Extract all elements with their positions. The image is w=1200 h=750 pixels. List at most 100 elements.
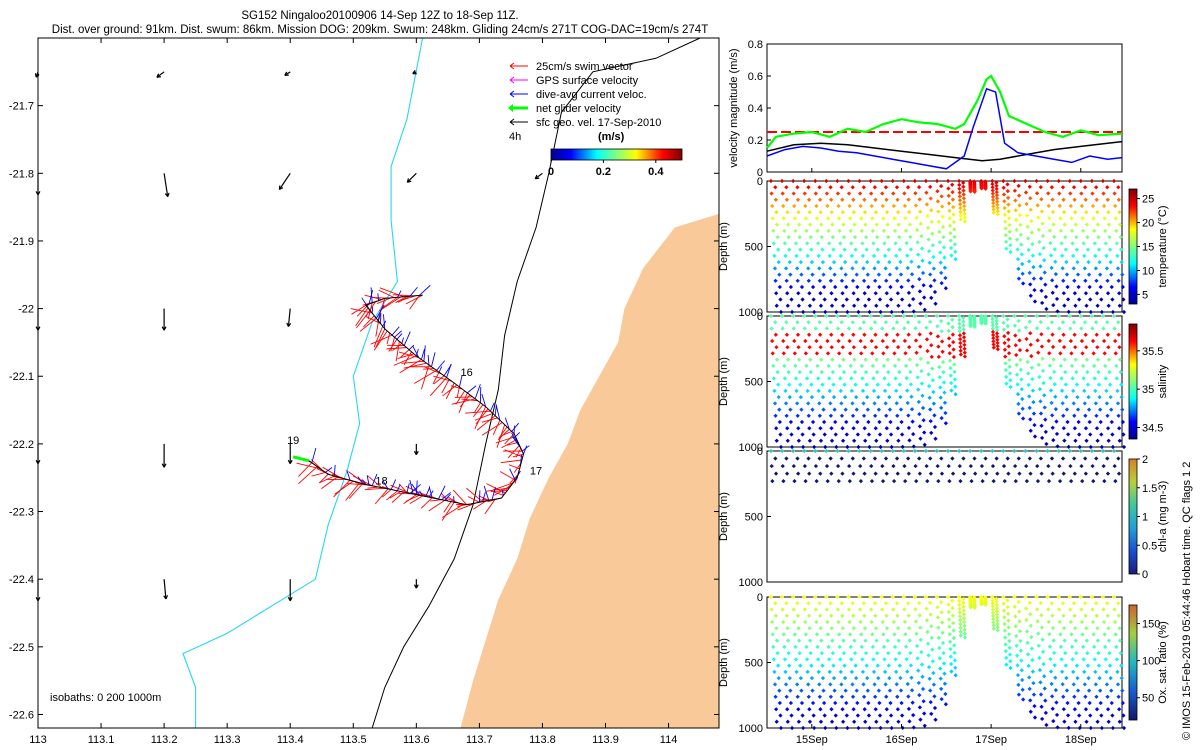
profile-dot [818, 210, 823, 215]
profile-dot [874, 638, 879, 643]
dac-arrow [453, 496, 455, 503]
profile-dot [951, 212, 956, 217]
profile-dot [825, 203, 830, 209]
dac-arrow [415, 348, 419, 357]
profile-dot [1106, 222, 1112, 227]
profile-dot [768, 313, 774, 319]
profile-dot [879, 448, 884, 454]
profile-dot [797, 651, 802, 656]
profile-dot [907, 638, 912, 643]
profile-dot [945, 448, 951, 454]
map-y-tick-label: -22.3 [9, 507, 34, 519]
section-y-tick-label: 500 [745, 512, 763, 524]
section-colorbar-label: salinity [1157, 364, 1169, 398]
profile-dot [1107, 663, 1113, 668]
profile-dot [1007, 638, 1012, 644]
profile-dot [906, 425, 912, 431]
profile-dot [1105, 707, 1111, 712]
profile-dot [799, 407, 804, 412]
profile-dot [829, 626, 834, 631]
profile-dot [917, 613, 922, 618]
profile-dot [1112, 191, 1117, 196]
profile-dot [1074, 663, 1080, 668]
profile-dot [990, 188, 995, 193]
profile-dot [886, 651, 891, 656]
profile-dot [848, 363, 853, 369]
profile-dot [1061, 332, 1066, 337]
profile-dot [952, 362, 957, 367]
profile-dot [883, 401, 888, 406]
profile-dot [1024, 617, 1029, 623]
profile-dot [939, 329, 944, 334]
profile-dot [990, 594, 995, 600]
profile-dot [1004, 374, 1009, 379]
profile-dot [1031, 399, 1036, 405]
profile-dot [994, 596, 999, 601]
profile-dot [885, 638, 890, 643]
profile-dot [1002, 628, 1008, 633]
map-x-tick-label: 113.6 [403, 734, 430, 746]
profile-dot [962, 471, 967, 476]
profile-dot [882, 657, 887, 662]
profile-dot [883, 185, 889, 190]
profile-dot [930, 243, 935, 248]
profile-dot [789, 713, 794, 718]
profile-dot [990, 191, 995, 196]
profile-dot [863, 719, 868, 724]
profile-dot [894, 601, 900, 606]
section-colorbar-label: temperature (°C) [1157, 205, 1169, 287]
profile-dot [994, 196, 1000, 201]
profile-dot [958, 217, 963, 222]
profile-dot [949, 669, 954, 674]
profile-dot [1013, 343, 1018, 348]
map-colorbar-tick-label: 0.4 [648, 166, 664, 178]
profile-dot [1090, 619, 1096, 625]
profile-dot [1038, 184, 1043, 190]
profile-dot [795, 320, 800, 325]
profile-dot [1120, 419, 1125, 425]
profile-dot [1116, 456, 1121, 461]
profile-dot [991, 626, 996, 631]
swim-arrow [393, 355, 417, 366]
profile-dot [850, 456, 855, 461]
profile-dot [824, 326, 830, 331]
profile-dot [799, 688, 804, 693]
profile-dot [950, 332, 956, 337]
section-colorbar [1128, 323, 1138, 440]
profile-dot [950, 190, 955, 195]
profile-dot [879, 594, 884, 600]
profile-dot [928, 319, 933, 324]
profile-dot [784, 320, 789, 325]
profile-dot [994, 605, 999, 611]
profile-dot [1028, 293, 1033, 298]
profile-dot [876, 675, 881, 681]
profile-dot [1099, 297, 1104, 302]
swim-arrow [476, 415, 496, 431]
profile-dot [995, 205, 1000, 211]
profile-dot [994, 180, 999, 185]
profile-dot [806, 601, 811, 606]
profile-dot [769, 463, 774, 469]
profile-dot [962, 635, 968, 640]
profile-dot [806, 413, 811, 418]
profile-dot [1048, 669, 1054, 674]
profile-dot [804, 644, 809, 650]
profile-dot [1051, 303, 1056, 308]
profile-dot [1108, 675, 1113, 681]
swim-arrow [455, 390, 466, 405]
profile-dot [826, 228, 831, 234]
profile-dot [857, 594, 862, 600]
profile-dot [1098, 700, 1103, 706]
profile-dot [874, 303, 879, 308]
profile-dot [926, 248, 932, 254]
profile-dot [953, 665, 958, 670]
profile-dot [816, 253, 821, 258]
dac-arrow [436, 360, 446, 371]
profile-dot [1105, 291, 1111, 296]
profile-dot [928, 700, 933, 705]
profile-dot [811, 432, 816, 437]
profile-dot [995, 199, 1000, 204]
profile-dot [1117, 426, 1122, 431]
profile-dot [935, 189, 940, 194]
